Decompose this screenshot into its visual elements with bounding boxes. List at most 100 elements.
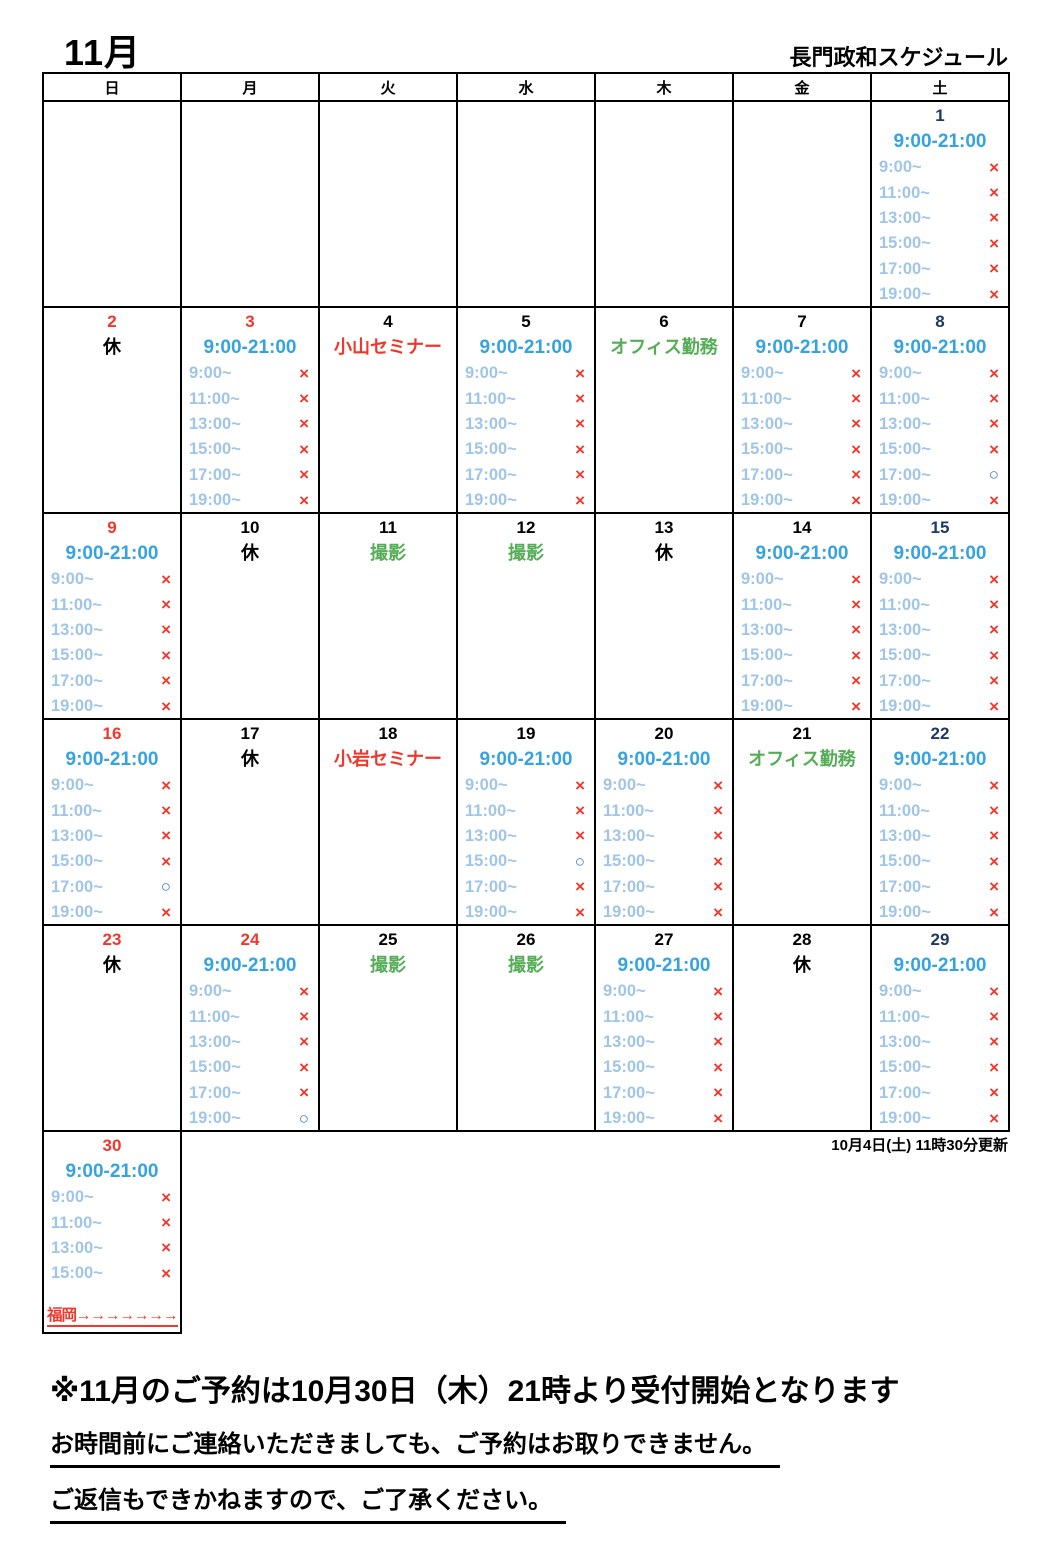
unavailable-x-icon: × xyxy=(575,363,585,383)
unavailable-x-icon: × xyxy=(299,389,309,409)
unavailable-x-icon: × xyxy=(575,490,585,510)
time-slot-label: 11:00~ xyxy=(879,183,930,202)
time-slot-label: 15:00~ xyxy=(603,1058,655,1077)
weekday-header-6: 土 xyxy=(872,74,1010,102)
time-slot-row: 13:00~ × xyxy=(44,824,180,849)
day-cell-22: 22 9:00-21:00 9:00~ × 11:00~ × 13:00~ × 15:00~ × 1… xyxy=(872,720,1010,926)
time-slot-label: 9:00~ xyxy=(741,570,784,589)
date-number: 2 xyxy=(107,312,117,331)
available-circle-icon: ○ xyxy=(574,851,585,871)
time-slot-label: 15:00~ xyxy=(51,1264,103,1283)
time-slot-label: 9:00~ xyxy=(465,776,508,795)
day-cell-27: 27 9:00-21:00 9:00~ × 11:00~ × 13:00~ × 15:00~ × 1… xyxy=(596,926,734,1132)
schedule-owner-title: 長門政和スケジュール xyxy=(789,45,1008,70)
unavailable-x-icon: × xyxy=(851,671,861,691)
unavailable-x-icon: × xyxy=(989,775,999,795)
time-slot-row: 13:00~ × xyxy=(872,206,1008,231)
time-slot-label: 17:00~ xyxy=(51,877,103,896)
unavailable-x-icon: × xyxy=(851,439,861,459)
unavailable-x-icon: × xyxy=(299,363,309,383)
day-cell-20: 20 9:00-21:00 9:00~ × 11:00~ × 13:00~ × 15:00~ × 1… xyxy=(596,720,734,926)
fukuoka-note: 福岡→→→→→→→ xyxy=(47,1303,179,1327)
unavailable-x-icon: × xyxy=(161,826,171,846)
time-slot-label: 13:00~ xyxy=(879,1032,931,1051)
time-slot-label: 17:00~ xyxy=(879,465,931,484)
time-slot-label: 19:00~ xyxy=(465,903,517,922)
day-cell-15: 15 9:00-21:00 9:00~ × 11:00~ × 13:00~ × 15:00~ × 1… xyxy=(872,514,1010,720)
time-slot-label: 11:00~ xyxy=(603,1007,654,1026)
day-cell-19: 19 9:00-21:00 9:00~ × 11:00~ × 13:00~ × 15:00~ ○ 1… xyxy=(458,720,596,926)
unavailable-x-icon: × xyxy=(989,1057,999,1077)
unavailable-x-icon: × xyxy=(713,826,723,846)
unavailable-x-icon: × xyxy=(575,389,585,409)
unavailable-x-icon: × xyxy=(299,490,309,510)
closed-label: 休 xyxy=(241,543,259,563)
closed-label: 休 xyxy=(241,749,259,769)
time-slot-row: 11:00~ × xyxy=(872,798,1008,823)
time-slot-label: 17:00~ xyxy=(189,1083,241,1102)
date-number: 26 xyxy=(516,930,536,949)
time-slot-row: 13:00~ × xyxy=(596,1030,732,1055)
time-slot-row: 19:00~ × xyxy=(872,900,1008,925)
unavailable-x-icon: × xyxy=(989,826,999,846)
unavailable-x-icon: × xyxy=(161,851,171,871)
unavailable-x-icon: × xyxy=(989,414,999,434)
unavailable-x-icon: × xyxy=(161,1238,171,1258)
time-slot-row: 15:00~ × xyxy=(872,849,1008,874)
unavailable-x-icon: × xyxy=(989,851,999,871)
date-number: 21 xyxy=(792,724,812,743)
time-slot-row: 19:00~ × xyxy=(182,488,318,513)
time-slot-label: 11:00~ xyxy=(741,595,792,614)
time-slot-label: 11:00~ xyxy=(879,595,930,614)
unavailable-x-icon: × xyxy=(851,595,861,615)
time-slot-label: 19:00~ xyxy=(879,903,931,922)
closed-label: 休 xyxy=(103,955,121,975)
unavailable-x-icon: × xyxy=(161,671,171,691)
unavailable-x-icon: × xyxy=(575,902,585,922)
time-slot-row: 19:00~ × xyxy=(44,900,180,925)
unavailable-x-icon: × xyxy=(713,775,723,795)
time-slot-row: 9:00~ × xyxy=(734,361,870,386)
time-slot-row: 13:00~ × xyxy=(182,1030,318,1055)
day-cell-3: 3 9:00-21:00 9:00~ × 11:00~ × 13:00~ × 15:00~ × 17… xyxy=(182,308,320,514)
available-circle-icon: ○ xyxy=(298,1108,309,1128)
time-slot-label: 13:00~ xyxy=(879,620,931,639)
notice-reservation-start: ※11月のご予約は10月30日（木）21時より受付開始となります xyxy=(50,1375,900,1408)
day-cell-30: 30 9:00-21:00 9:00~ × 11:00~ × 13:00~ × 15:00~ × 福… xyxy=(42,1132,182,1334)
date-number: 29 xyxy=(930,930,950,949)
closed-label: 休 xyxy=(103,337,121,357)
time-slot-row: 17:00~ × xyxy=(734,463,870,488)
empty-cell xyxy=(320,102,458,308)
time-slot-row: 9:00~ × xyxy=(596,773,732,798)
time-slot-label: 19:00~ xyxy=(879,697,931,716)
time-slot-row: 19:00~ × xyxy=(458,900,594,925)
time-slot-row: 13:00~ × xyxy=(458,824,594,849)
time-slot-row: 17:00~ ○ xyxy=(44,875,180,900)
unavailable-x-icon: × xyxy=(713,877,723,897)
unavailable-x-icon: × xyxy=(851,696,861,716)
day-cell-29: 29 9:00-21:00 9:00~ × 11:00~ × 13:00~ × 15:00~ × 1… xyxy=(872,926,1010,1132)
time-slot-label: 17:00~ xyxy=(189,465,241,484)
unavailable-x-icon: × xyxy=(161,801,171,821)
day-cell-23: 23 休 xyxy=(44,926,182,1132)
time-slot-row: 9:00~ × xyxy=(872,773,1008,798)
unavailable-x-icon: × xyxy=(989,233,999,253)
time-slot-row: 19:00~ × xyxy=(872,488,1008,513)
unavailable-x-icon: × xyxy=(575,775,585,795)
business-hours: 9:00-21:00 xyxy=(893,337,987,358)
empty-cell xyxy=(596,102,734,308)
time-slot-row: 11:00~ × xyxy=(734,386,870,411)
time-slot-row: 11:00~ × xyxy=(872,386,1008,411)
time-slot-row: 19:00~ × xyxy=(734,694,870,719)
time-slot-label: 19:00~ xyxy=(603,1109,655,1128)
unavailable-x-icon: × xyxy=(713,1057,723,1077)
date-number: 16 xyxy=(102,724,122,743)
unavailable-x-icon: × xyxy=(989,490,999,510)
time-slot-row: 11:00~ × xyxy=(872,180,1008,205)
time-slot-row: 19:00~ ○ xyxy=(182,1106,318,1131)
unavailable-x-icon: × xyxy=(851,414,861,434)
time-slot-label: 9:00~ xyxy=(603,776,646,795)
weekday-header-4: 木 xyxy=(596,74,734,102)
business-hours: 9:00-21:00 xyxy=(479,337,573,358)
